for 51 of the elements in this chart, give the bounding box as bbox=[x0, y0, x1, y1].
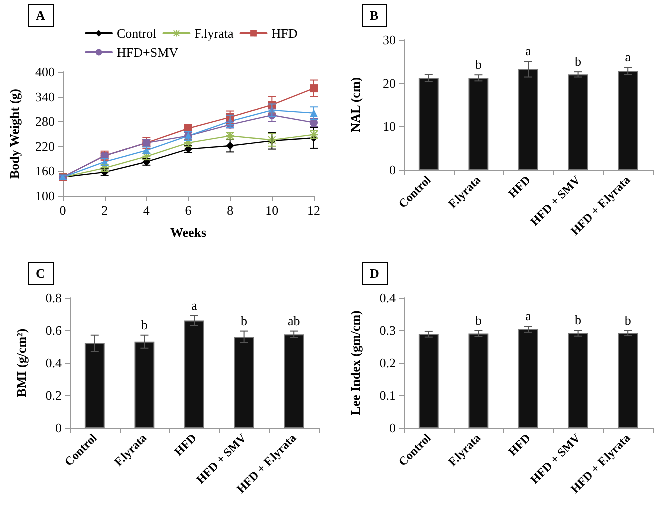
data-label: b bbox=[241, 313, 248, 328]
y-tick-label: 20 bbox=[383, 76, 396, 91]
y-tick-label: 280 bbox=[36, 114, 55, 130]
data-label: ab bbox=[288, 313, 300, 328]
legend-label: HFD bbox=[272, 26, 298, 41]
y-axis-title: NAL (cm) bbox=[348, 77, 363, 133]
y-tick-label: 0 bbox=[390, 162, 396, 178]
y-tick-label: 0.4 bbox=[380, 290, 396, 306]
y-tick-label: 340 bbox=[36, 89, 55, 104]
y-tick-label: 0 bbox=[56, 420, 62, 436]
y-tick-label: 220 bbox=[36, 138, 55, 154]
y-tick-label: 0.6 bbox=[46, 323, 62, 338]
y-tick-label: 0.2 bbox=[380, 356, 396, 370]
chart-title: A bbox=[36, 8, 46, 23]
data-label: b bbox=[475, 312, 482, 328]
y-tick-label: 160 bbox=[36, 164, 55, 179]
legend-label: HFD+SMV bbox=[117, 45, 180, 60]
data-label: b bbox=[624, 312, 632, 328]
x-tick-label: 10 bbox=[266, 203, 279, 218]
data-label: a bbox=[192, 298, 198, 313]
y-tick-label: 0 bbox=[390, 420, 396, 436]
data-label: a bbox=[526, 308, 532, 324]
legend-label: F.lyrata bbox=[194, 26, 234, 41]
data-label: b bbox=[575, 312, 582, 328]
y-tick-label: 0.3 bbox=[380, 323, 396, 338]
x-axis-title: Weeks bbox=[170, 225, 207, 240]
x-tick-label: 6 bbox=[185, 203, 192, 218]
data-label: b bbox=[141, 317, 148, 332]
y-tick-label: 0.4 bbox=[46, 356, 62, 370]
x-tick-label: 4 bbox=[143, 203, 150, 218]
x-tick-label: 8 bbox=[227, 203, 234, 218]
data-label: b bbox=[475, 57, 482, 72]
data-label: b bbox=[575, 54, 582, 70]
y-tick-label: 0.8 bbox=[46, 290, 62, 306]
x-tick-label: 2 bbox=[102, 203, 108, 218]
data-label: a bbox=[526, 44, 532, 59]
chart-title: D bbox=[370, 266, 380, 281]
data-label: a bbox=[625, 50, 632, 65]
chart-title: B bbox=[370, 8, 379, 23]
y-tick-label: 30 bbox=[383, 32, 396, 48]
y-axis-title: Lee Index (gm/cm) bbox=[348, 310, 363, 416]
x-tick-label: 12 bbox=[308, 203, 320, 218]
chart-title: C bbox=[36, 266, 46, 281]
y-tick-label: 100 bbox=[36, 188, 55, 204]
y-tick-label: 10 bbox=[383, 119, 396, 134]
y-tick-label: 0.1 bbox=[380, 388, 396, 403]
y-axis-title: Body Weight (g) bbox=[7, 88, 22, 180]
y-tick-label: 400 bbox=[36, 64, 55, 80]
y-tick-label: 0.2 bbox=[46, 388, 62, 403]
y-axis-title: BMI (g/cm²) bbox=[14, 328, 29, 398]
legend-label: Control bbox=[117, 26, 158, 41]
